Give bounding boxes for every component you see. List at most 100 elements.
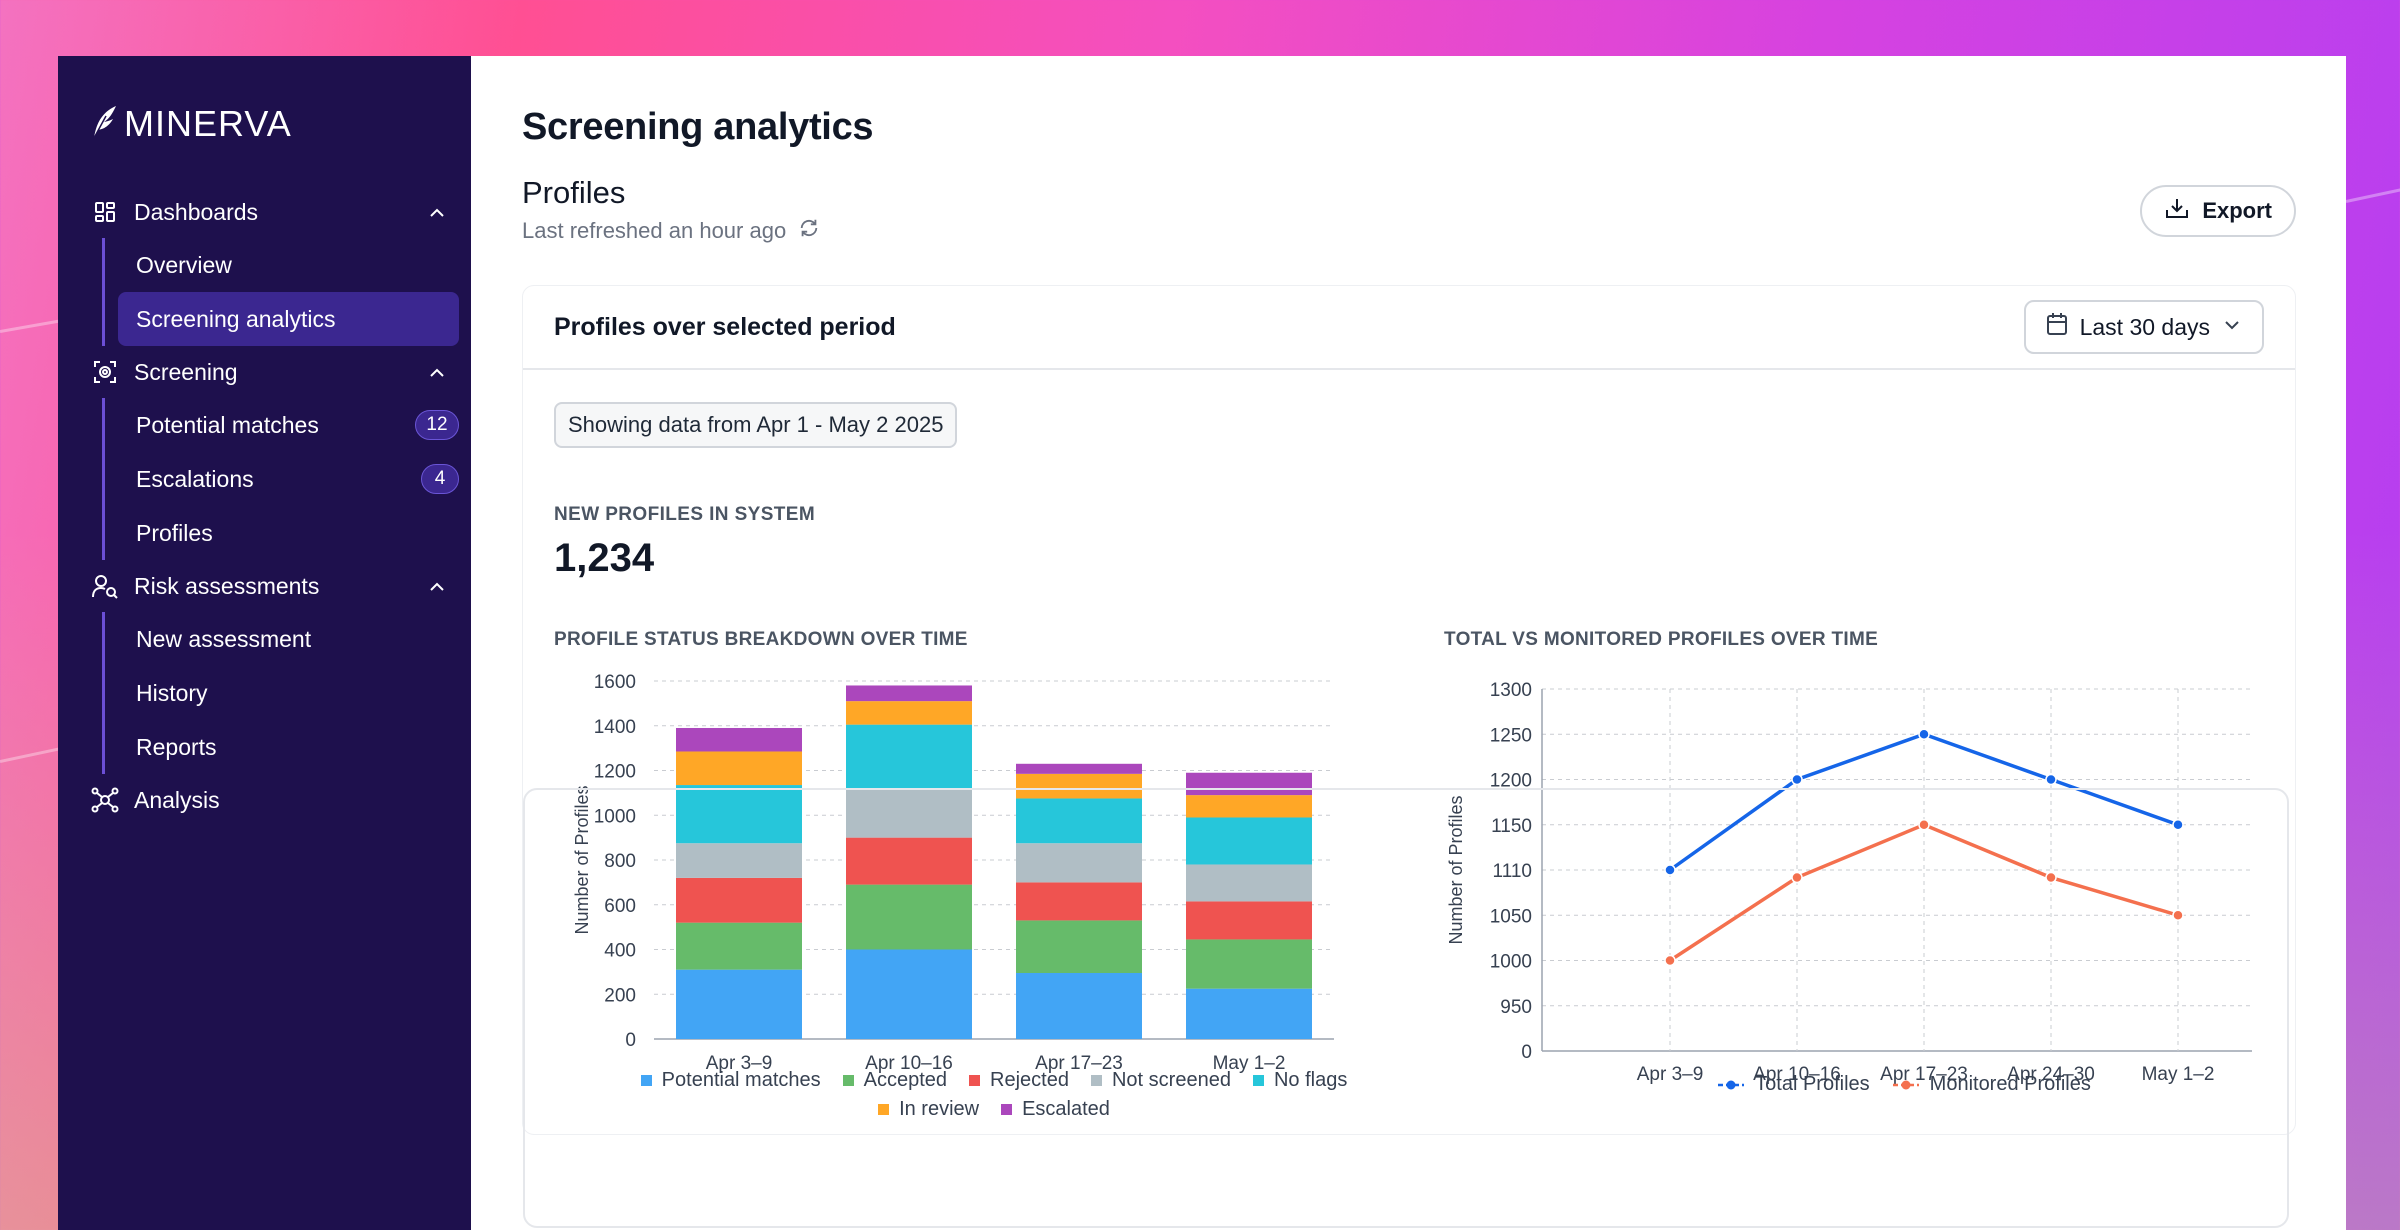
bar-segment — [1186, 988, 1312, 1039]
y-tick-label: 1050 — [1490, 906, 1532, 927]
legend-label: No flags — [1273, 1069, 1348, 1091]
profiles-header: Profiles Last refreshed an hour ago Expo… — [522, 175, 2296, 245]
sidebar-item-new-assessment[interactable]: New assessment — [118, 612, 459, 666]
legend-swatch — [969, 1075, 981, 1086]
sidebar-item-label: Screening analytics — [136, 305, 336, 332]
card-title: Profiles over selected period — [554, 312, 896, 341]
chevron-up-icon[interactable] — [427, 576, 447, 603]
data-point — [2045, 773, 2057, 786]
card-body: Showing data from Apr 1 - May 2 2025 NEW… — [523, 370, 2295, 1134]
x-tick-label: May 1–2 — [1213, 1053, 1286, 1074]
dashboard-icon — [90, 197, 120, 227]
y-tick-label: 600 — [604, 896, 636, 917]
nav-section-risk-assessments[interactable]: Risk assessments — [90, 560, 459, 612]
nav-section-analysis[interactable]: Analysis — [90, 774, 459, 826]
legend-item[interactable]: Potential matches — [640, 1069, 821, 1092]
legend-item[interactable]: No flags — [1252, 1069, 1348, 1092]
bar-segment — [1186, 772, 1312, 796]
y-tick-label: 1600 — [594, 672, 636, 693]
bar-segment — [1186, 864, 1312, 902]
charts-row: PROFILE STATUS BREAKDOWN OVER TIME TOTAL… — [554, 629, 2264, 1134]
data-point — [2172, 909, 2184, 921]
legend-item[interactable]: In review — [878, 1098, 979, 1121]
y-tick-label: 950 — [1500, 997, 1532, 1018]
line-chart-title: TOTAL VS MONITORED PROFILES OVER TIME — [1444, 629, 1879, 650]
bar-segment — [846, 724, 972, 790]
legend-label: Total Profiles — [1755, 1073, 1870, 1095]
chevron-up-icon[interactable] — [427, 202, 447, 229]
y-axis-label: Number of Profiles — [1446, 795, 1466, 944]
count-badge: 4 — [421, 464, 459, 494]
bar-segment — [1016, 920, 1142, 973]
status-breakdown-chart: 0 200 400 600 800 1000 1200 1400 1600 Number of P… — [572, 672, 1334, 1074]
nav-section-label: Risk assessments — [134, 572, 320, 599]
sidebar-item-escalations[interactable]: Escalations 4 — [118, 452, 459, 506]
sidebar-item-label: Reports — [136, 733, 217, 760]
sidebar-item-profiles[interactable]: Profiles — [118, 506, 459, 560]
legend-label: In review — [899, 1098, 980, 1120]
nav-section-label: Screening — [134, 358, 238, 385]
export-button[interactable]: Export — [2140, 185, 2296, 237]
data-point — [1791, 773, 1803, 786]
subnav-risk-assessments: New assessment History Reports — [102, 612, 459, 774]
date-range-chip: Showing data from Apr 1 - May 2 2025 — [554, 402, 958, 448]
sidebar-item-potential-matches[interactable]: Potential matches 12 — [118, 398, 459, 452]
bar-segment — [1016, 843, 1142, 883]
x-tick-label: Apr 10–16 — [1753, 1064, 1841, 1085]
y-tick-label: 1300 — [1490, 680, 1532, 701]
chevron-up-icon[interactable] — [427, 362, 447, 389]
y-tick-label: 0 — [625, 1030, 636, 1051]
legend-item[interactable]: Escalated — [1001, 1098, 1110, 1121]
y-tick-label: 1000 — [594, 806, 636, 827]
y-tick-label: 1200 — [594, 762, 636, 783]
sidebar-item-history[interactable]: History — [118, 666, 459, 720]
x-tick-label: Apr 24–30 — [2007, 1064, 2095, 1085]
export-button-label: Export — [2202, 198, 2272, 223]
brand-logo[interactable]: MINERVA — [90, 103, 459, 144]
x-tick-label: Apr 17–23 — [1880, 1064, 1968, 1085]
nav-section-dashboards[interactable]: Dashboards — [90, 186, 459, 238]
legend-swatch — [842, 1075, 854, 1086]
y-tick-label: 1400 — [594, 717, 636, 738]
bar-segment — [1016, 798, 1142, 844]
section-title: Profiles — [522, 175, 626, 210]
bar-segment — [676, 751, 802, 786]
bar-segment — [1016, 972, 1142, 1039]
metric-value: 1,234 — [554, 536, 655, 580]
legend-item[interactable]: Monitored Profiles — [1892, 1073, 2091, 1096]
page-title: Screening analytics — [522, 106, 874, 148]
legend-item[interactable]: Rejected — [969, 1069, 1069, 1092]
legend-label: Accepted — [863, 1069, 948, 1091]
nav-section-screening[interactable]: Screening — [90, 346, 459, 398]
refresh-icon[interactable] — [798, 217, 820, 245]
network-icon — [90, 785, 120, 815]
chevron-down-icon — [2222, 314, 2242, 341]
legend-item[interactable]: Not screened — [1090, 1069, 1231, 1092]
sidebar-item-overview[interactable]: Overview — [118, 238, 459, 292]
user-search-icon — [90, 571, 120, 601]
date-range-select[interactable]: Last 30 days — [2023, 300, 2264, 354]
x-tick-label: Apr 10–16 — [865, 1053, 953, 1074]
legend-label: Potential matches — [661, 1069, 821, 1091]
line-chart-legend: Total Profiles Monitored Profiles — [1654, 1073, 2154, 1096]
background-streak — [2345, 187, 2400, 203]
legend-item[interactable]: Accepted — [842, 1069, 948, 1092]
bar-segment — [676, 877, 802, 923]
bar-segment — [676, 785, 802, 844]
bar-segment — [1016, 882, 1142, 921]
sidebar-item-screening-analytics[interactable]: Screening analytics — [118, 292, 459, 346]
x-tick-label: Apr 3–9 — [1637, 1064, 1704, 1085]
x-tick-label: May 1–2 — [2142, 1064, 2215, 1085]
data-point — [2172, 819, 2184, 831]
y-tick-label: 400 — [604, 941, 636, 962]
legend-item[interactable]: Total Profiles — [1717, 1073, 1870, 1096]
sidebar-item-label: New assessment — [136, 625, 312, 652]
sidebar-item-reports[interactable]: Reports — [118, 720, 459, 774]
bar-segment — [1016, 773, 1142, 799]
data-point — [1664, 954, 1676, 967]
bar-segment — [1186, 817, 1312, 865]
legend-swatch — [1001, 1104, 1013, 1115]
main-content: Screening analytics Profiles Last refres… — [471, 56, 2346, 1230]
legend-label: Not screened — [1111, 1069, 1231, 1091]
bar-segment — [846, 884, 972, 950]
